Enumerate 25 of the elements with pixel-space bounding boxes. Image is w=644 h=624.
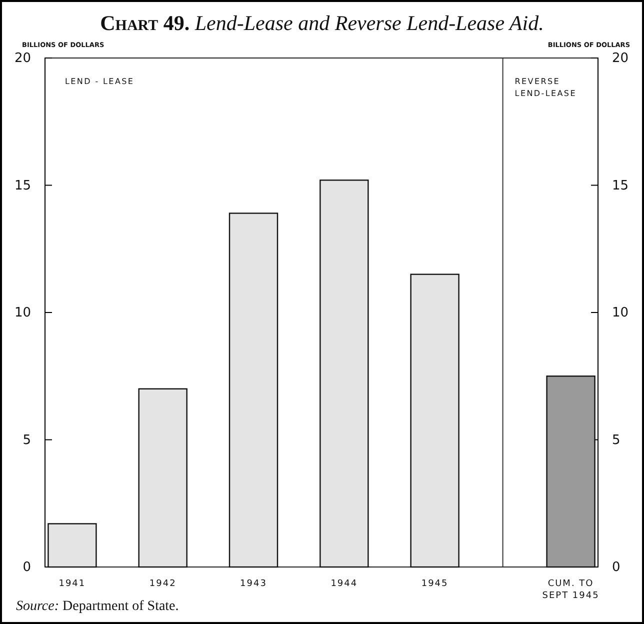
y2-tick-label: 5 [612,432,620,448]
annotation: LEND - LEASE [65,77,134,86]
bar [320,180,369,568]
y2-tick-label: 10 [612,306,629,321]
x-tick-label: CUM. TO SEPT 1945 [542,579,600,601]
y-tick-label: 10 [14,306,31,321]
y2-tick-label: 0 [612,560,620,576]
y2-tick-label: 20 [612,51,629,66]
x-tick-label: 1942 [149,579,176,589]
x-tick-label: 1945 [421,579,448,589]
y2-tick-label: 15 [612,178,629,194]
bar [48,523,97,568]
x-tick-label: 1943 [240,579,267,589]
x-tick-label: 1944 [330,579,358,589]
y-tick-label: 5 [22,432,31,448]
y-tick-label: 0 [22,560,31,576]
chart-title: Chart 49. Lend-Lease and Reverse Lend-Lease Aid. [100,11,544,35]
annotation: REVERSE LEND-LEASE [514,77,576,98]
y-tick-label: 20 [14,51,31,66]
bar [228,212,278,568]
bar [138,388,188,568]
bar [410,274,460,568]
x-tick-label: 1941 [58,579,86,589]
y-tick-label: 15 [14,178,31,194]
source-note: Source: Department of State. [16,599,179,614]
